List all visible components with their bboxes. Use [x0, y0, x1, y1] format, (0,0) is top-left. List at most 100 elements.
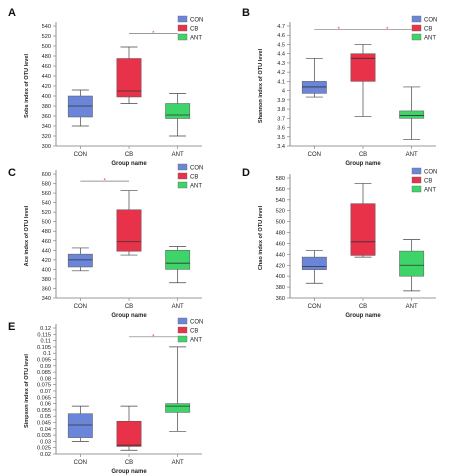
legend-item-cb: CB	[177, 172, 198, 181]
x-tick-label: CON	[74, 460, 87, 466]
y-tick-label: 500	[42, 220, 51, 226]
legend-item-ant: ANT	[177, 335, 202, 344]
legend-label: ANT	[190, 36, 202, 42]
x-tick-label: ANT	[172, 152, 184, 158]
y-tick-label: 0.09	[40, 364, 51, 370]
box-cb	[116, 46, 142, 104]
box-cb	[350, 44, 376, 117]
y-tick-label: 0.105	[37, 345, 51, 351]
y-tick-label: 400	[42, 94, 51, 100]
panel-d: D 360 380 400 420 440 460 480 500 520 540 560 580 Cha…	[242, 167, 437, 319]
panel-letter: B	[242, 7, 250, 19]
legend-label: CON	[424, 170, 437, 176]
legend-item-cb: CB	[177, 326, 198, 335]
x-tick-label: CON	[74, 152, 87, 158]
legend-swatch	[411, 185, 422, 193]
y-tick-label: 0.05	[40, 414, 51, 420]
box-body	[350, 203, 376, 256]
y-tick-label: 440	[276, 252, 285, 258]
y-tick-label: 500	[42, 44, 51, 50]
panel-e: E0.020.0250.030.0350.040.0450.050.0550.0…	[8, 317, 203, 475]
legend-swatch	[177, 33, 188, 41]
y-tick-label: 0.095	[37, 358, 51, 364]
x-axis-label: Group name	[111, 161, 147, 167]
y-tick-label: 480	[276, 231, 285, 237]
box-con	[67, 247, 93, 272]
y-tick-label: 380	[276, 285, 285, 291]
x-tick-label: CB	[359, 304, 367, 310]
significance-star: *	[337, 27, 340, 33]
y-tick-label: 4.3	[277, 61, 285, 67]
panel-a: A 300 320 340 360 380 400 420 440 460 480 500 520 540…	[8, 7, 203, 167]
legend-swatch	[411, 15, 422, 23]
box-body	[67, 413, 93, 438]
y-tick-label: 0.12	[40, 326, 51, 332]
box-body	[116, 420, 142, 447]
x-tick-label: CB	[125, 304, 133, 310]
box-con	[67, 89, 93, 127]
legend-label: ANT	[424, 36, 436, 42]
y-tick-label: 4.7	[277, 24, 285, 30]
legend-label: ANT	[190, 184, 202, 190]
y-tick-label: 0.02	[40, 452, 51, 458]
box-body	[301, 256, 327, 270]
y-axis-label: Sobs index of OTU level	[24, 54, 30, 118]
y-tick-label: 3.6	[277, 126, 285, 132]
y-tick-label: 520	[42, 34, 51, 40]
y-tick-label: 0.055	[37, 408, 51, 414]
x-tick-label: CON	[308, 152, 321, 158]
x-tick-label: CON	[74, 304, 87, 310]
x-tick-label: CB	[359, 152, 367, 158]
y-tick-label: 4.6	[277, 33, 285, 39]
panel-letter: C	[8, 167, 16, 179]
box-con	[301, 250, 327, 284]
box-ant	[165, 93, 191, 137]
legend-label: CB	[424, 179, 432, 185]
y-tick-label: 380	[42, 104, 51, 110]
legend-label: CON	[190, 320, 203, 326]
y-tick-label: 440	[42, 74, 51, 80]
x-tick-label: ANT	[172, 460, 184, 466]
significance-star: *	[152, 334, 155, 340]
y-axis-label: Simpson index of OTU level	[24, 354, 30, 428]
box-body	[67, 253, 93, 268]
box-ant	[165, 346, 191, 432]
box-body	[116, 58, 142, 98]
box-body	[67, 95, 93, 118]
x-axis-label: Group name	[345, 313, 381, 319]
y-tick-label: 0.085	[37, 370, 51, 376]
box-ant	[165, 246, 191, 284]
panel-letter: A	[8, 7, 16, 19]
y-tick-label: 460	[42, 239, 51, 245]
box-body	[165, 103, 191, 119]
legend-label: CON	[190, 166, 203, 172]
legend-item-ant: ANT	[411, 185, 436, 194]
x-tick-label: ANT	[172, 304, 184, 310]
y-tick-label: 520	[42, 210, 51, 216]
significance-star: *	[386, 27, 389, 33]
y-tick-label: 560	[276, 187, 285, 193]
y-tick-label: 0.11	[41, 339, 51, 345]
y-tick-label: 540	[42, 24, 51, 30]
y-tick-label: 400	[42, 267, 51, 273]
x-tick-label: CON	[308, 304, 321, 310]
y-tick-label: 320	[42, 134, 51, 140]
x-tick-label: ANT	[406, 304, 418, 310]
box-body	[350, 53, 376, 82]
x-tick-label: CB	[125, 460, 133, 466]
box-ant	[399, 86, 425, 140]
legend-item-con: CON	[411, 167, 437, 176]
y-tick-label: 360	[42, 114, 51, 120]
y-tick-label: 400	[276, 274, 285, 280]
legend-label: ANT	[190, 338, 202, 344]
y-tick-label: 4.4	[277, 52, 285, 58]
legend-item-ant: ANT	[411, 33, 436, 42]
significance-star: *	[103, 179, 106, 185]
legend-label: CON	[424, 18, 437, 24]
x-tick-label: CB	[125, 152, 133, 158]
x-tick-label: ANT	[406, 152, 418, 158]
y-tick-label: 580	[276, 176, 285, 182]
legend-label: CB	[190, 329, 198, 335]
y-tick-label: 540	[276, 198, 285, 204]
y-tick-label: 460	[276, 241, 285, 247]
